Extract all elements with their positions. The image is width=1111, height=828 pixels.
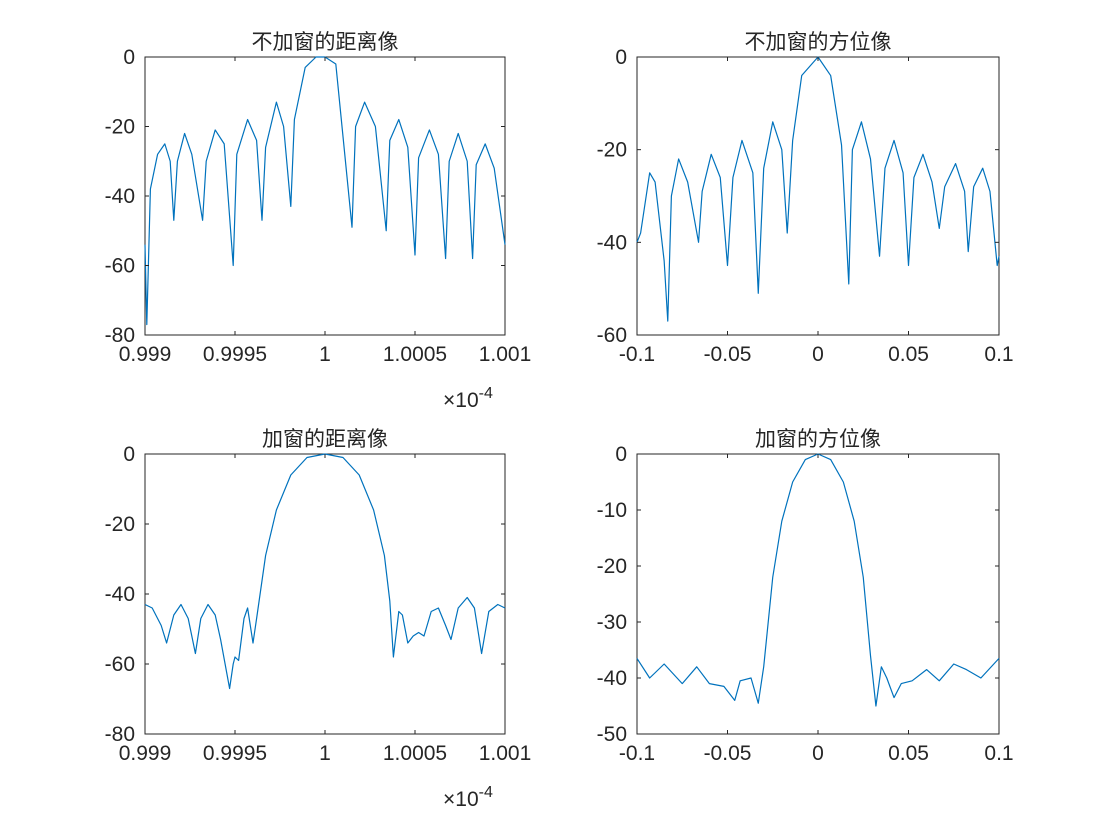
y-tick-label: -60 (597, 324, 627, 347)
x-tick-label: 0.05 (888, 343, 929, 366)
chart-title: 不加窗的方位像 (745, 30, 892, 54)
series-line (144, 453, 506, 690)
y-tick-label: -20 (597, 139, 627, 162)
y-tick-label: 0 (615, 46, 627, 69)
y-tick-label: 0 (123, 443, 135, 466)
x-tick-label: 0.9995 (203, 343, 267, 366)
x-tick-label: 0.999 (119, 742, 172, 765)
series-line (636, 453, 1000, 707)
range-profile-windowed-chart: 0.999 0.9995 1 1.0005 1.001 0 -20 -40 -60 -80 加窗的距… (105, 427, 532, 811)
y-tick-label: -30 (597, 611, 627, 634)
x-exponent-power: -4 (479, 385, 493, 402)
range-profile-unwindowed-chart: 0.999 0.9995 1 1.0005 1.001 0 -20 -40 -60 -80 不加窗的… (105, 30, 532, 412)
x-exponent-power: -4 (479, 784, 493, 801)
y-tick-label: -40 (597, 667, 627, 690)
x-tick-label: -0.05 (704, 343, 752, 366)
y-tick-label: -40 (105, 583, 135, 606)
y-tick-label: -40 (597, 231, 627, 254)
azimuth-profile-unwindowed-chart: -0.1 -0.05 0 0.05 0.1 0 -20 -40 -60 不加窗的方位像 (597, 30, 1014, 366)
y-tick-label: -60 (105, 255, 135, 278)
y-tick-label: -50 (597, 723, 627, 746)
axes-box (636, 453, 1000, 735)
x-tick-label: -0.1 (619, 742, 655, 765)
x-tick-label: 1.001 (479, 742, 532, 765)
x-tick-label: 1.0005 (383, 343, 447, 366)
x-tick-label: 0.9995 (203, 742, 267, 765)
axes-box (144, 56, 506, 336)
y-tick-label: 0 (123, 46, 135, 69)
y-tick-label: -80 (105, 324, 135, 347)
x-tick-label: 0.05 (888, 742, 929, 765)
x-tick-label: 1.0005 (383, 742, 447, 765)
y-tick-label: -80 (105, 723, 135, 746)
chart-title: 不加窗的距离像 (252, 30, 399, 54)
x-tick-label: 1 (319, 742, 331, 765)
x-tick-label: 1.001 (479, 343, 532, 366)
y-tick-label: -10 (597, 499, 627, 522)
chart-title: 加窗的方位像 (755, 427, 881, 451)
y-tick-label: 0 (615, 443, 627, 466)
x-tick-label: 0.999 (119, 343, 172, 366)
y-tick-label: -20 (105, 513, 135, 536)
x-tick-label: -0.1 (619, 343, 655, 366)
y-tick-label: -20 (597, 555, 627, 578)
y-tick-label: -20 (105, 116, 135, 139)
axes-box (144, 453, 506, 735)
x-tick-label: 0.1 (984, 742, 1013, 765)
x-tick-label: 1 (319, 343, 331, 366)
x-tick-label: 0 (812, 343, 824, 366)
y-tick-label: -40 (105, 185, 135, 208)
x-tick-label: 0 (812, 742, 824, 765)
chart-title: 加窗的距离像 (262, 427, 388, 451)
axes-box (636, 56, 1000, 336)
y-tick-label: -60 (105, 653, 135, 676)
x-tick-label: 0.1 (984, 343, 1013, 366)
series-line (144, 56, 506, 326)
x-tick-label: -0.05 (704, 742, 752, 765)
azimuth-profile-windowed-chart: -0.1 -0.05 0 0.05 0.1 0 -10 -20 -30 -40 -50 加窗的方位像 (597, 427, 1014, 765)
